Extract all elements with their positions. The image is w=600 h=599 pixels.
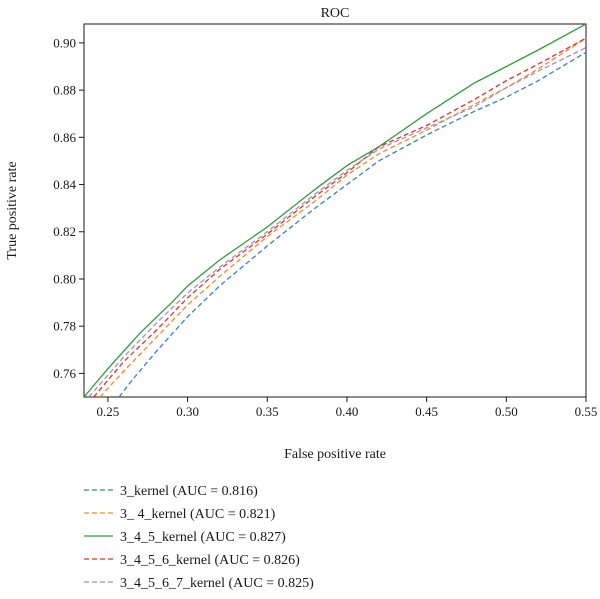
x-tick-label: 0.50: [495, 404, 518, 419]
y-tick-label: 0.78: [53, 319, 76, 334]
x-tick-label: 0.30: [176, 404, 199, 419]
series-line-3: [84, 24, 586, 397]
plot-frame: [83, 23, 587, 398]
legend: 3_kernel (AUC = 0.816) 3_ 4_kernel (AUC =…: [84, 484, 314, 591]
series-line-4: [93, 37, 586, 397]
x-tick-label: 0.55: [575, 404, 598, 419]
chart-title: ROC: [321, 6, 350, 21]
x-tick-label: 0.45: [415, 404, 438, 419]
legend-label-2: 3_ 4_kernel (AUC = 0.821): [120, 507, 276, 522]
y-tick-label: 0.90: [53, 35, 76, 50]
y-tick-label: 0.88: [53, 83, 76, 98]
y-axis-label: True positive rate: [5, 161, 20, 259]
legend-label-4: 3_4_5_6_kernel (AUC = 0.826): [120, 553, 300, 568]
x-axis: 0.25 0.30 0.35 0.40 0.45 0.50 0.55: [97, 397, 598, 419]
x-axis-label: False positive rate: [284, 447, 386, 462]
y-tick-label: 0.82: [53, 224, 76, 239]
x-tick-label: 0.35: [256, 404, 279, 419]
series-line-1: [118, 51, 586, 397]
y-tick-label: 0.76: [53, 366, 76, 381]
x-tick-label: 0.25: [97, 404, 120, 419]
legend-label-1: 3_kernel (AUC = 0.816): [120, 484, 258, 499]
series-layer: [84, 24, 586, 397]
plot-border: [83, 23, 587, 398]
series-line-2: [99, 37, 586, 397]
y-tick-label: 0.80: [53, 271, 76, 286]
y-axis: 0.76 0.78 0.80 0.82 0.84 0.86 0.88 0.90: [53, 35, 84, 381]
y-tick-label: 0.84: [53, 177, 76, 192]
legend-label-3: 3_4_5_kernel (AUC = 0.827): [120, 530, 286, 545]
legend-label-5: 3_4_5_6_7_kernel (AUC = 0.825): [120, 576, 314, 591]
x-tick-label: 0.40: [336, 404, 359, 419]
series-line-5: [88, 47, 586, 397]
y-tick-label: 0.86: [53, 130, 76, 145]
